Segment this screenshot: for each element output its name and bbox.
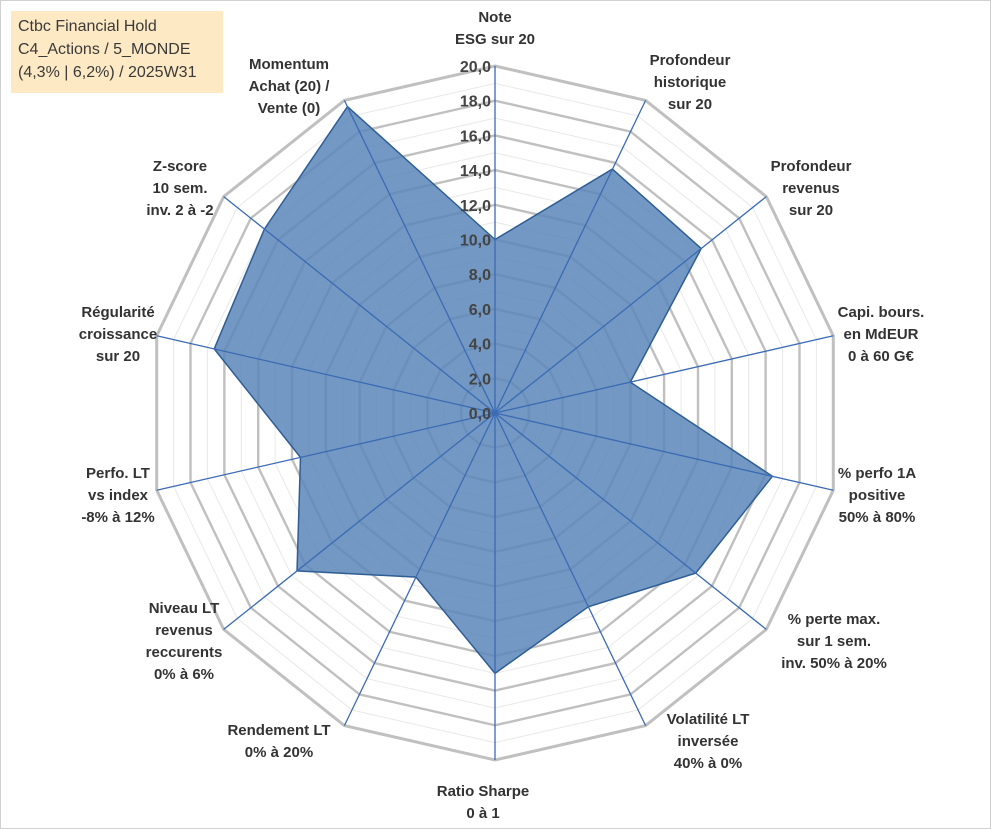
spoke-line <box>494 100 647 414</box>
spoke-line <box>494 335 834 414</box>
axis-label-line: 0 à 1 <box>466 805 499 822</box>
axis-label: Momentum Achat (20) / Vente (0) <box>249 56 331 117</box>
axis-label-line: 40% à 0% <box>674 755 742 772</box>
axis-label-line: inv. 50% à 20% <box>781 655 887 672</box>
spoke-line <box>156 412 496 491</box>
axis-label-line: Vente (0) <box>258 100 321 117</box>
axis-label-line: Note <box>478 9 511 26</box>
axis-label-line: en MdEUR <box>844 326 919 343</box>
axis-label-line: revenus <box>782 180 840 197</box>
axis-label-line: revenus <box>155 622 213 639</box>
tick-label: 20,0 <box>460 59 491 76</box>
axis-label-line: inv. 2 à -2 <box>146 202 213 219</box>
axis-label: Volatilité LT inversée 40% à 0% <box>667 711 750 772</box>
axis-label-line: Z-score <box>153 158 207 175</box>
spoke-line <box>223 412 496 630</box>
axis-label: Niveau LT revenus reccurents 0% à 6% <box>146 600 223 683</box>
axis-label-line: Rendement LT <box>227 722 330 739</box>
axis-label-line: positive <box>849 487 906 504</box>
axis-label: Régularité croissance sur 20 <box>79 304 157 365</box>
tick-label: 12,0 <box>460 198 491 215</box>
axis-label-line: sur 20 <box>789 202 833 219</box>
axis-labels: Note ESG sur 20 Profondeur historique sur 20… <box>79 9 925 822</box>
axis-label-line: 50% à 80% <box>839 509 916 526</box>
axis-label-line: % perte max. <box>788 611 881 628</box>
axis-label-line: reccurents <box>146 644 223 661</box>
spoke-line <box>494 412 834 491</box>
axis-label: Perfo. LT vs index -8% à 12% <box>81 465 154 526</box>
axis-label-line: historique <box>654 74 727 91</box>
axis-label-line: Niveau LT <box>149 600 220 617</box>
axis-label-line: Momentum <box>249 56 329 73</box>
tick-label: 0,0 <box>469 406 491 423</box>
spokes <box>156 66 834 760</box>
tick-label: 8,0 <box>469 267 491 284</box>
tick-label: 14,0 <box>460 163 491 180</box>
series-polygon <box>213 105 774 675</box>
axis-label-line: 0% à 6% <box>154 666 214 683</box>
axis-label-line: Profondeur <box>771 158 852 175</box>
axis-label: Capi. bours. en MdEUR 0 à 60 G€ <box>838 304 925 365</box>
tick-label: 16,0 <box>460 128 491 145</box>
axis-label-line: sur 20 <box>668 96 712 113</box>
axis-label-line: 0% à 20% <box>245 744 313 761</box>
axis-label-line: % perfo 1A <box>838 465 917 482</box>
axis-label-line: Volatilité LT <box>667 711 750 728</box>
axis-label-line: croissance <box>79 326 157 343</box>
axis-label-line: sur 1 sem. <box>797 633 871 650</box>
spoke-line <box>494 412 647 726</box>
info-line-2: C4_Actions / 5_MONDE <box>18 41 191 58</box>
axis-label: Profondeur historique sur 20 <box>650 52 731 113</box>
tick-label: 10,0 <box>460 233 491 250</box>
spoke-line <box>494 196 767 414</box>
axis-label-line: 10 sem. <box>152 180 207 197</box>
axis-label-line: sur 20 <box>96 348 140 365</box>
spoke-line <box>494 412 767 630</box>
axis-label: % perte max. sur 1 sem. inv. 50% à 20% <box>781 611 887 672</box>
info-line-1: Ctbc Financial Hold <box>18 18 157 35</box>
axis-label-line: ESG sur 20 <box>455 31 535 48</box>
axis-label-line: Régularité <box>81 304 154 321</box>
spoke-line <box>156 335 496 414</box>
axis-label-line: inversée <box>678 733 739 750</box>
axis-label-line: vs index <box>88 487 149 504</box>
axis-label: Z-score 10 sem. inv. 2 à -2 <box>146 158 213 219</box>
axis-label: % perfo 1A positive 50% à 80% <box>838 465 917 526</box>
axis-label-line: Profondeur <box>650 52 731 69</box>
axis-label: Profondeur revenus sur 20 <box>771 158 852 219</box>
axis-label-line: 0 à 60 G€ <box>848 348 915 365</box>
info-line-3: (4,3% | 6,2%) / 2025W31 <box>18 64 197 81</box>
info-box: Ctbc Financial Hold C4_Actions / 5_MONDE… <box>11 11 223 93</box>
spoke-line <box>223 196 496 414</box>
axis-label: Ratio Sharpe 0 à 1 <box>437 783 530 822</box>
axis-label-line: Ratio Sharpe <box>437 783 530 800</box>
spoke-line <box>343 100 496 414</box>
axis-label: Note ESG sur 20 <box>455 9 535 48</box>
tick-label: 2,0 <box>469 371 491 388</box>
spoke-line <box>343 412 496 726</box>
tick-label: 6,0 <box>469 302 491 319</box>
tick-labels: 0,0 2,0 4,0 6,0 8,0 10,0 12,0 14,0 16,0 18,0 20,0 <box>460 59 491 423</box>
axis-label-line: Achat (20) / <box>249 78 331 95</box>
axis-label: Rendement LT 0% à 20% <box>227 722 330 761</box>
axis-label-line: -8% à 12% <box>81 509 154 526</box>
axis-label-line: Perfo. LT <box>86 465 150 482</box>
axis-label-line: Capi. bours. <box>838 304 925 321</box>
tick-label: 18,0 <box>460 94 491 111</box>
tick-label: 4,0 <box>469 337 491 354</box>
